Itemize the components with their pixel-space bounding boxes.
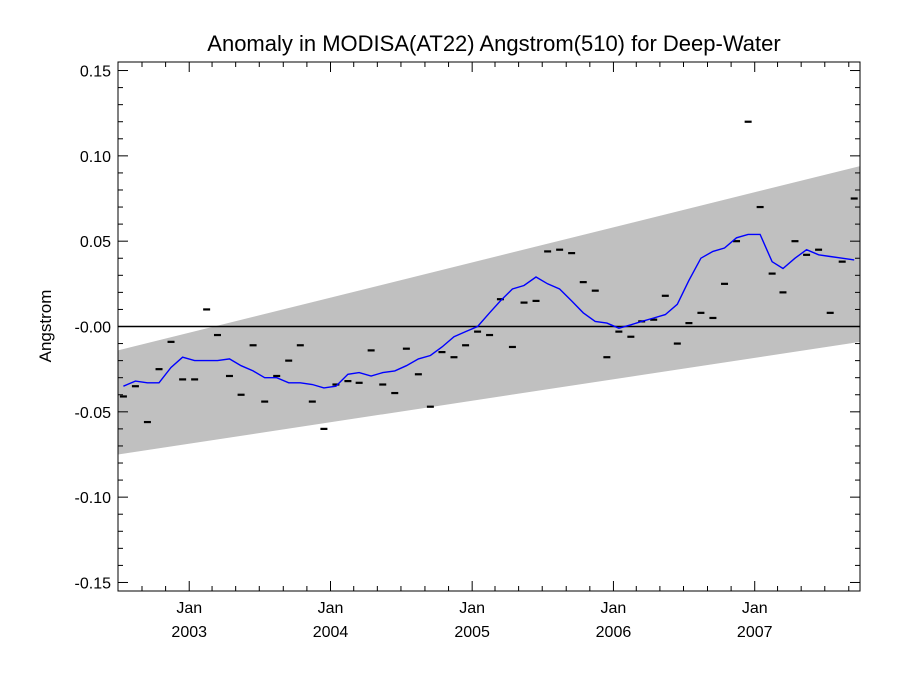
y-tick-label: 0.15 [80,64,111,81]
y-tick-label: -0.00 [75,320,112,337]
x-tick-month-label: Jan [601,600,627,617]
y-axis-label: Angstrom [36,290,55,363]
y-tick-label: 0.05 [80,234,111,251]
x-tick-year-label: 2003 [171,624,207,641]
x-tick-year-label: 2004 [313,624,349,641]
x-tick-month-label: Jan [742,600,768,617]
x-tick-month-label: Jan [176,600,202,617]
y-tick-label: -0.05 [75,405,112,422]
x-tick-year-label: 2006 [596,624,632,641]
chart-title: Anomaly in MODISA(AT22) Angstrom(510) fo… [207,31,780,56]
smoothed-series-line [123,233,855,389]
x-tick-month-label: Jan [318,600,344,617]
x-tick-month-label: Jan [459,600,485,617]
x-tick-year-label: 2005 [454,624,490,641]
y-tick-label: 0.10 [80,149,111,166]
y-tick-label: -0.10 [75,490,112,507]
confidence-band [118,166,860,455]
y-tick-label: -0.15 [75,575,112,592]
x-tick-year-label: 2007 [737,624,773,641]
